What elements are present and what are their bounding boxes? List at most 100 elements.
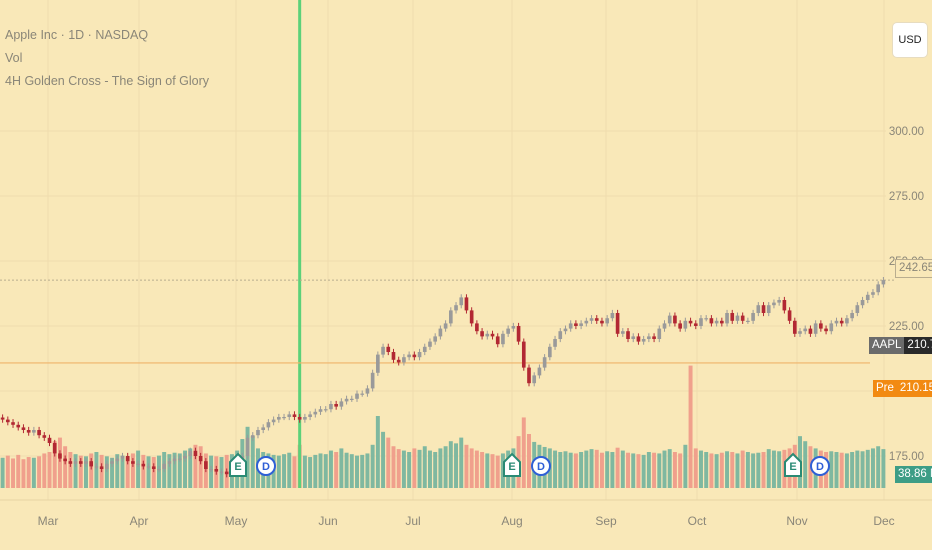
volume-bar: [709, 453, 714, 488]
volume-bar: [599, 452, 604, 488]
volume-bar: [52, 441, 57, 488]
candle-body: [803, 328, 808, 332]
candle-body: [673, 315, 677, 324]
candle-body: [136, 463, 140, 465]
candle-body: [438, 328, 443, 337]
candle-body: [157, 469, 161, 471]
volume-bar: [0, 457, 5, 488]
volume-bar: [110, 457, 115, 488]
candle-body: [584, 320, 589, 324]
volume-bar: [672, 452, 677, 488]
candle-body: [396, 359, 401, 363]
volume-bar: [344, 452, 349, 488]
volume-bar: [480, 452, 485, 488]
volume-bar: [839, 452, 844, 488]
candle-body: [876, 284, 881, 293]
candle-body: [277, 417, 281, 420]
time-tick-label: Mar: [38, 514, 59, 528]
volume-bar: [313, 454, 318, 488]
volume-indicator-label[interactable]: Vol: [5, 51, 23, 65]
volume-bar: [318, 453, 323, 488]
candlestick-series: [0, 276, 886, 478]
volume-bar: [89, 453, 94, 488]
candle-body: [537, 367, 542, 376]
candle-body: [209, 469, 213, 471]
candle-body: [485, 333, 490, 337]
candle-body: [772, 302, 776, 306]
volume-bar: [16, 454, 21, 488]
candle-body: [78, 461, 83, 464]
candle-body: [323, 409, 328, 411]
volume-bar: [308, 457, 313, 488]
volume-bar: [78, 455, 83, 488]
candle-body: [688, 320, 693, 324]
volume-bar: [495, 455, 500, 488]
candle-body: [751, 313, 755, 321]
volume-bar: [558, 452, 563, 488]
candle-body: [37, 430, 41, 436]
candle-body: [490, 333, 495, 337]
candle-body: [407, 354, 411, 358]
symbol-title[interactable]: Apple Inc · 1D · NASDAQ: [5, 28, 149, 42]
candle-body: [151, 466, 156, 469]
volume-bar: [292, 456, 297, 488]
volume-bar: [391, 446, 396, 488]
candle-body: [422, 346, 427, 352]
candle-body: [271, 419, 276, 423]
aapl-price-tag: AAPL 210.79: [869, 337, 932, 354]
candle-body: [521, 341, 526, 368]
time-tick-label: Oct: [688, 514, 707, 528]
candle-body: [26, 430, 31, 433]
golden-cross-indicator-label[interactable]: 4H Golden Cross - The Sign of Glory: [5, 74, 210, 88]
volume-bar: [610, 452, 615, 488]
candle-body: [761, 305, 766, 313]
candle-body: [177, 458, 182, 460]
candle-body: [417, 352, 422, 358]
candle-body: [370, 372, 375, 389]
volume-bar: [407, 452, 412, 488]
candle-body: [63, 458, 67, 462]
candle-body: [568, 323, 573, 329]
volume-bar: [84, 456, 88, 488]
volume-bar: [584, 450, 589, 488]
candle-body: [125, 456, 130, 462]
volume-bar: [474, 450, 479, 488]
currency-button[interactable]: USD: [893, 23, 927, 57]
candle-body: [730, 313, 735, 321]
event-marker-letter: D: [537, 461, 545, 473]
volume-bar: [141, 454, 146, 488]
candle-body: [58, 453, 62, 459]
candle-body: [365, 388, 370, 394]
candle-body: [146, 466, 151, 468]
candle-body: [620, 331, 625, 334]
candle-body: [735, 315, 740, 321]
volume-bar: [485, 453, 490, 488]
volume-bar: [500, 453, 505, 488]
volume-bar: [860, 451, 865, 488]
price-tick-label: 225.00: [889, 321, 924, 333]
candle-body: [808, 328, 813, 334]
volume-bar: [193, 444, 198, 488]
volume-bar: [68, 452, 73, 488]
volume-bar: [850, 452, 855, 488]
volume-bar: [328, 450, 333, 488]
candle-body: [600, 320, 604, 324]
candle-body: [746, 320, 750, 322]
candle-body: [355, 393, 359, 399]
candle-body: [652, 336, 656, 339]
time-tick-label: Apr: [130, 514, 149, 528]
candle-body: [495, 336, 500, 345]
volume-bar: [594, 449, 599, 488]
candle-body: [756, 305, 761, 313]
volume-bar: [57, 437, 62, 488]
candle-body: [589, 318, 594, 321]
volume-bar: [735, 453, 740, 488]
volume-bar: [657, 453, 662, 488]
volume-bar: [94, 452, 99, 488]
volume-bar: [177, 453, 182, 488]
aapl-symbol-label: AAPL: [869, 337, 905, 354]
candle-body: [667, 315, 672, 324]
candle-body: [68, 461, 73, 464]
volume-bar: [662, 450, 667, 488]
